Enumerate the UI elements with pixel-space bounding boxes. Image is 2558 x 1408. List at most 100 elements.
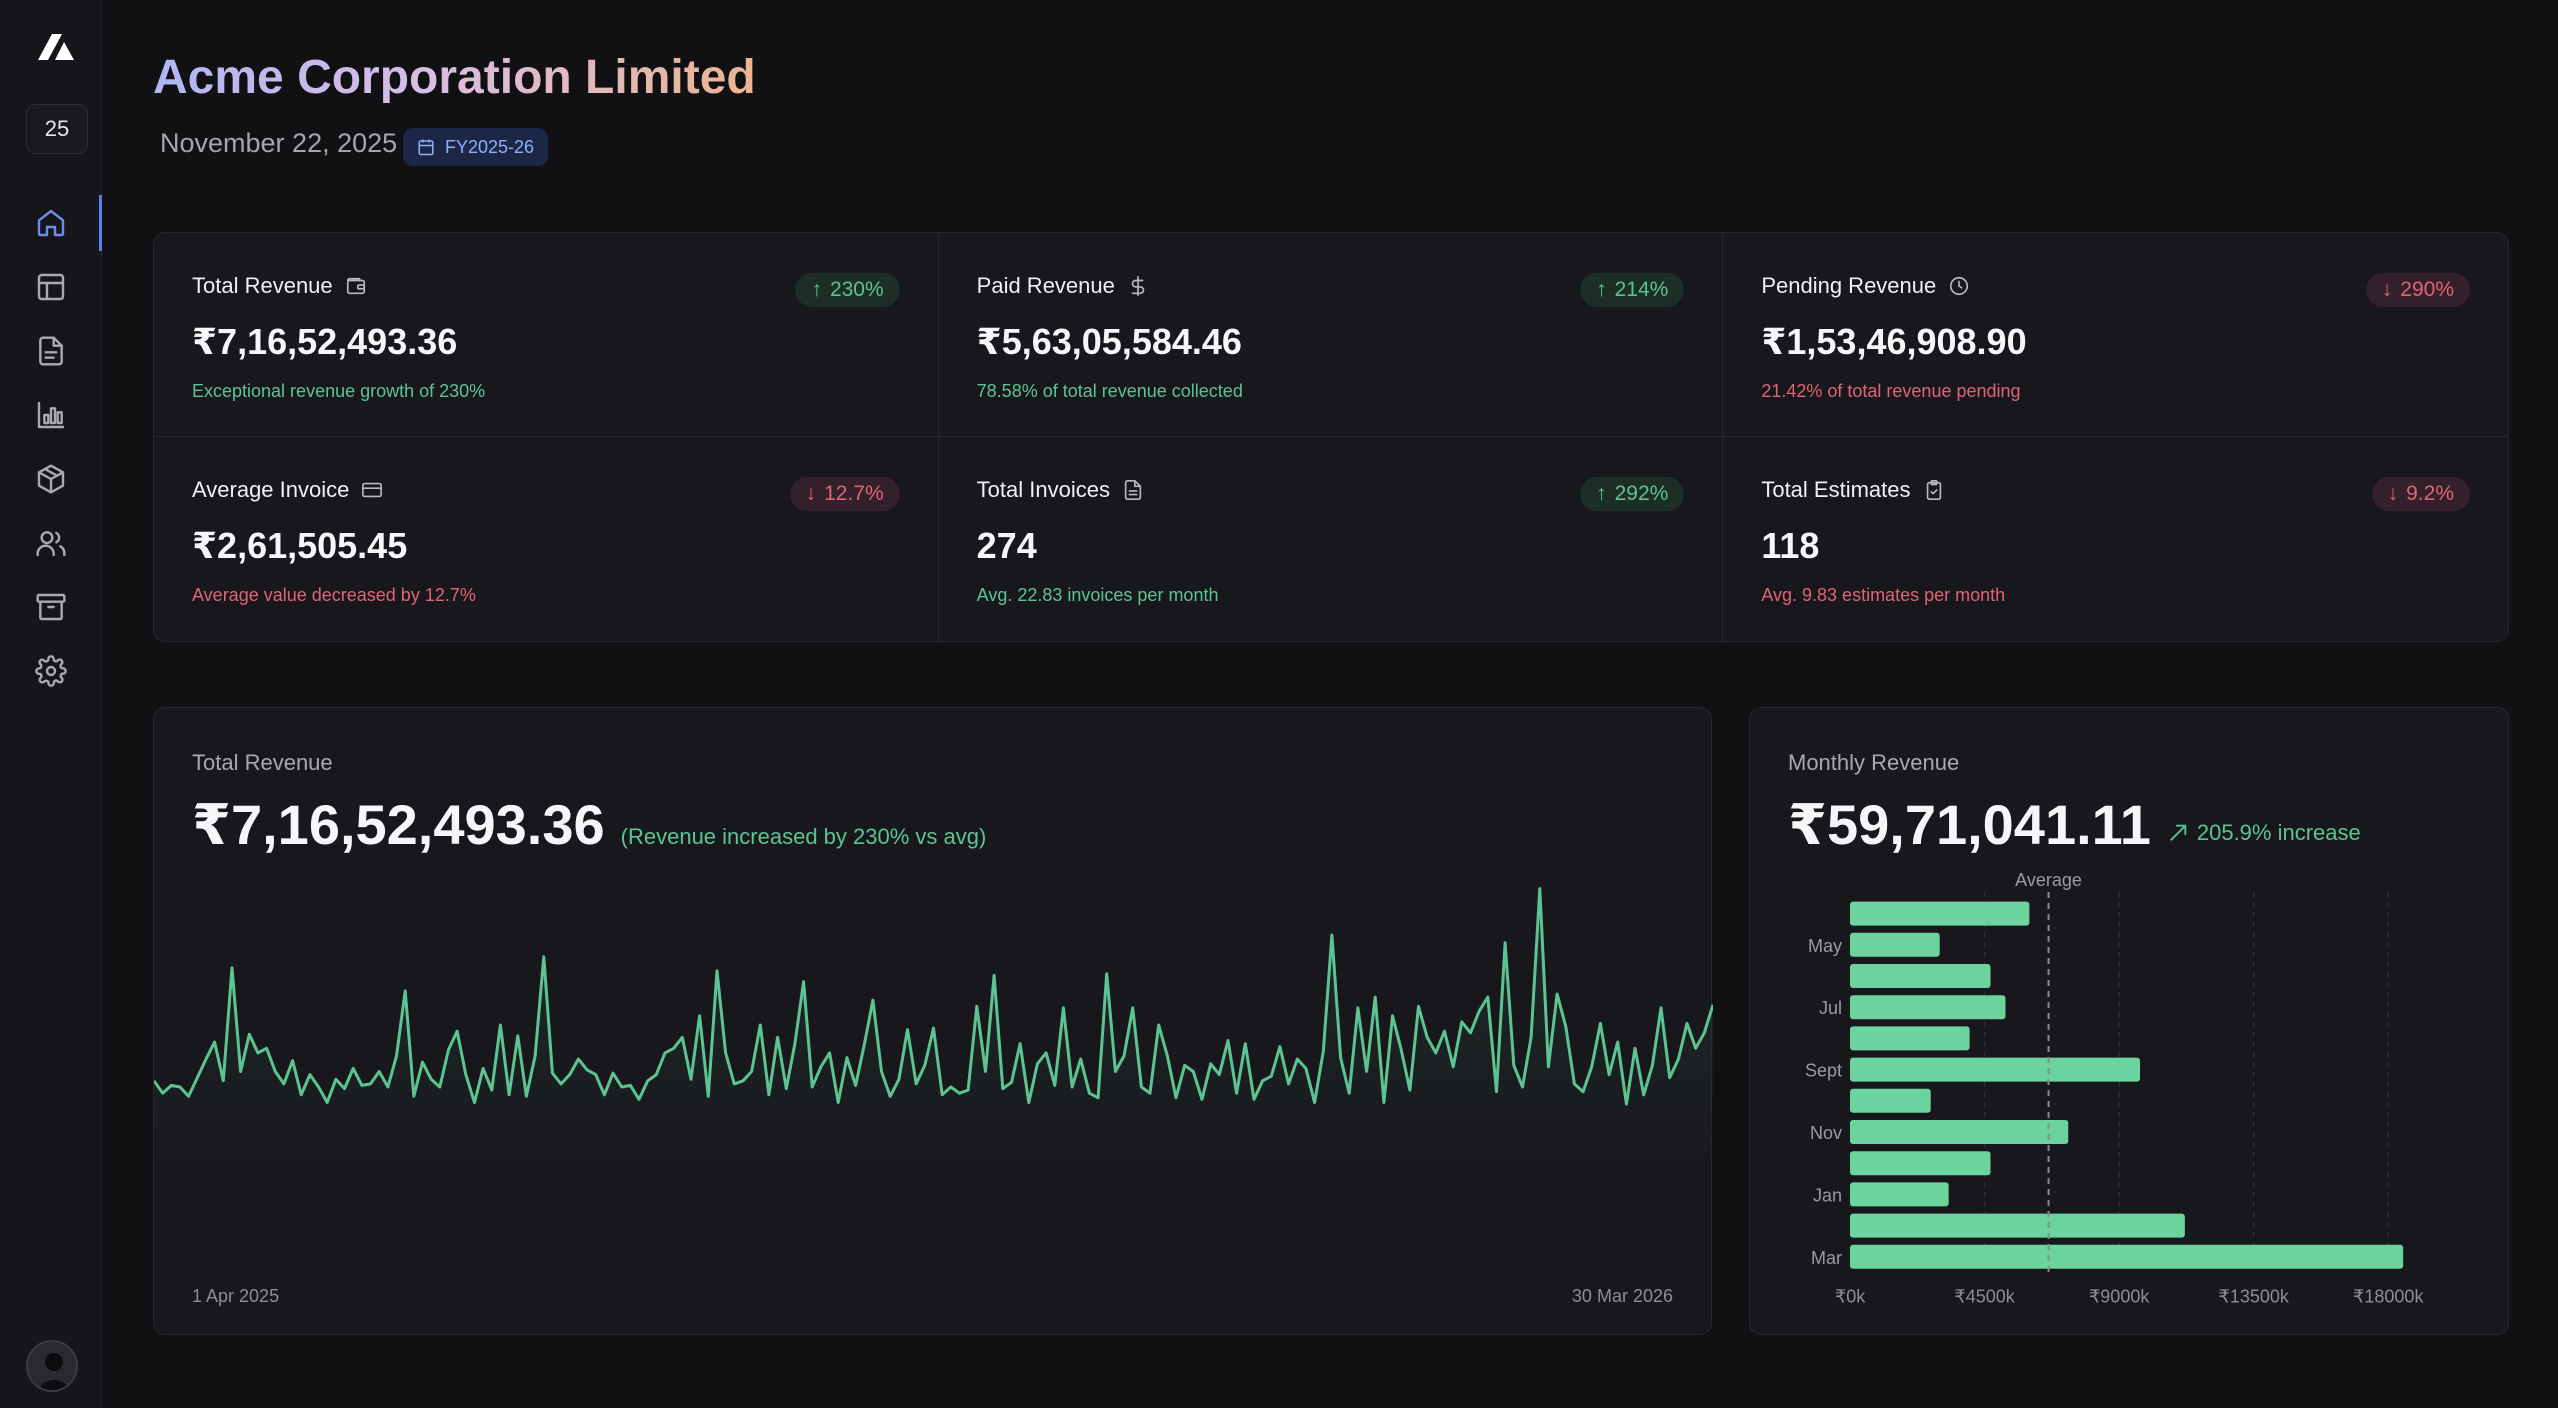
sidebar-item-customers[interactable] [0, 511, 102, 575]
sidebar-item-settings[interactable] [0, 639, 102, 703]
arrow-down-icon: ↓ [805, 482, 817, 505]
bar-dec [1850, 1151, 1991, 1176]
sidebar-item-reports[interactable] [0, 383, 102, 447]
stat-value: 118 [1761, 525, 1820, 566]
bar-jul [1850, 995, 2006, 1020]
y-tick-label: Jan [1813, 1185, 1842, 1205]
sidebar: 25 [0, 0, 102, 1408]
stat-label: Total Estimates [1761, 477, 1911, 502]
change-badge: ↓ 290% [2365, 273, 2470, 307]
dollar-icon [1131, 276, 1145, 296]
revenue-line [154, 887, 1713, 1106]
change-value: 12.7% [824, 482, 884, 505]
change-badge: ↑ 214% [1580, 273, 1685, 307]
bar-mar [1850, 1244, 2404, 1269]
stat-label: Paid Revenue [976, 273, 1115, 298]
users-icon [36, 531, 66, 557]
stat-note: Avg. 9.83 estimates per month [1761, 585, 2006, 605]
monthly-bar-chart[interactable]: ₹0k ₹4500k ₹9000k ₹13500k ₹18000k May Jul Sept N… [1750, 868, 2510, 1328]
bar-feb [1850, 1213, 2185, 1238]
card-value: ₹59,71,041.11 205.9% increase [1788, 792, 2361, 858]
x-tick-label: ₹4500k [1954, 1286, 2015, 1306]
wallet-icon [346, 277, 365, 295]
y-tick-label: Nov [1810, 1123, 1842, 1143]
stat-average-invoice: Average Invoice ↓ 12.7% ₹2,61,505.45 Aver… [154, 437, 939, 641]
change-badge: ↓ 12.7% [789, 477, 900, 511]
user-avatar[interactable] [26, 1340, 78, 1392]
bar-apr [1850, 901, 2030, 926]
arrow-up-icon: ↑ [1596, 278, 1607, 301]
current-date: November 22, 2025 [160, 128, 398, 158]
y-tick-label: Jul [1819, 998, 1842, 1018]
sidebar-item-table[interactable] [0, 255, 102, 319]
stat-note: 78.58% of total revenue collected [976, 381, 1243, 401]
sidebar-item-products[interactable] [0, 447, 102, 511]
arrow-down-icon: ↓ [2381, 278, 2393, 301]
stats-grid: Total Revenue ↑ 230% ₹7,16,52,493.36 Exce… [153, 232, 2509, 642]
year-badge[interactable]: 25 [26, 104, 88, 154]
x-tick-label: ₹9000k [2089, 1286, 2150, 1306]
y-tick-label: May [1808, 936, 1842, 956]
arrow-up-icon: ↑ [1596, 482, 1607, 505]
stat-total-estimates: Total Estimates ↓ 9.2% 118 Avg. 9.83 esti… [1723, 437, 2508, 641]
sidebar-item-archive[interactable] [0, 575, 102, 639]
revenue-line-chart[interactable] [154, 868, 1713, 1168]
monthly-change: 205.9% increase [2167, 820, 2361, 846]
stat-pending-revenue: Pending Revenue ↓ 290% ₹1,53,46,908.90 21… [1723, 233, 2508, 437]
stat-label: Total Revenue [192, 273, 333, 298]
x-tick-label: ₹13500k [2218, 1286, 2290, 1306]
table-icon [37, 273, 65, 301]
stat-label: Pending Revenue [1761, 273, 1937, 298]
file-text-icon [1124, 480, 1142, 500]
package-icon [37, 464, 65, 494]
stat-value: ₹7,16,52,493.36 [192, 321, 458, 362]
sidebar-item-home[interactable] [0, 191, 102, 255]
change-badge: ↑ 292% [1580, 477, 1685, 511]
active-nav-indicator [99, 195, 102, 251]
card-value: ₹7,16,52,493.36 (Revenue increased by 23… [192, 792, 986, 858]
sidebar-item-documents[interactable] [0, 319, 102, 383]
stat-value: ₹2,61,505.45 [192, 525, 408, 566]
x-tick-label: ₹0k [1835, 1286, 1866, 1306]
average-label: Average [2015, 870, 2082, 890]
change-value: 292% [1614, 482, 1669, 505]
x-tick-label: ₹18000k [2353, 1286, 2425, 1306]
stat-note: Avg. 22.83 invoices per month [976, 585, 1219, 605]
change-value: 214% [1614, 278, 1669, 301]
monthly-change-text: 205.9% increase [2196, 820, 2361, 845]
card-icon [362, 482, 383, 498]
stat-label: Average Invoice [192, 477, 350, 502]
x-axis-start: 1 Apr 2025 [192, 1286, 280, 1306]
stat-value: ₹5,63,05,584.46 [976, 321, 1242, 362]
fiscal-year-badge[interactable]: FY2025-26 [403, 128, 549, 166]
stat-value: 274 [976, 525, 1037, 566]
y-tick-label: Mar [1811, 1248, 1842, 1268]
stat-note: 21.42% of total revenue pending [1761, 381, 2021, 401]
stat-value: ₹1,53,46,908.90 [1761, 321, 2027, 362]
change-value: 9.2% [2406, 482, 2454, 505]
arrow-up-icon: ↑ [811, 278, 822, 301]
bar-chart-icon [37, 401, 65, 429]
stat-label: Total Invoices [976, 477, 1110, 502]
bar-oct [1850, 1088, 1931, 1113]
stat-note: Exceptional revenue growth of 230% [192, 381, 486, 401]
app-logo-icon[interactable] [38, 32, 74, 62]
stat-total-invoices: Total Invoices ↑ 292% 274 Avg. 22.83 invo… [939, 437, 1724, 641]
stat-total-revenue: Total Revenue ↑ 230% ₹7,16,52,493.36 Exce… [154, 233, 939, 437]
total-revenue-card: Total Revenue ₹7,16,52,493.36 (Revenue i… [153, 707, 1713, 1335]
document-icon [39, 336, 63, 366]
user-silhouette-icon [38, 1353, 70, 1390]
clipboard-check-icon [1926, 480, 1941, 500]
change-badge: ↑ 230% [795, 273, 900, 307]
change-badge: ↓ 9.2% [2371, 477, 2470, 511]
change-value: 290% [2400, 278, 2454, 301]
bar-jun [1850, 964, 1991, 988]
revenue-total: ₹7,16,52,493.36 [192, 793, 605, 856]
card-label: Total Revenue [192, 750, 333, 775]
page-title: Acme Corporation Limited [153, 51, 756, 104]
gear-icon [35, 655, 67, 687]
bar-nov [1850, 1120, 2069, 1144]
monthly-revenue-card: Monthly Revenue ₹59,71,041.11 205.9% inc… [1749, 707, 2509, 1335]
home-icon [37, 209, 65, 237]
card-label: Monthly Revenue [1788, 750, 1960, 775]
